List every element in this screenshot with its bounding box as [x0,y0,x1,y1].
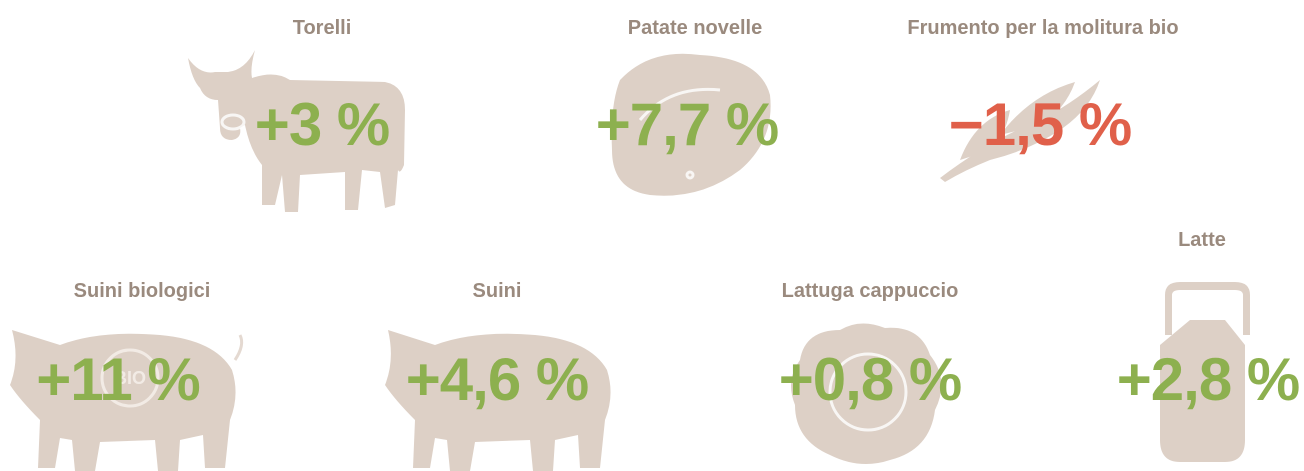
lettuce-icon [791,323,942,464]
organic-badge: BIO [114,368,146,388]
pig-icon: BIO [10,330,244,471]
wheat-icon [940,80,1100,182]
item-label: Lattuga cappuccio [782,280,959,302]
item-value: +4,6 % [406,346,588,413]
item-value: +7,7 % [596,91,778,158]
item-value: +11 % [36,346,200,413]
pig-icon [385,330,611,471]
item-value: +2,8 % [1117,346,1299,413]
potato-icon [611,53,771,196]
item-label: Torelli [293,17,352,39]
item-value: −1,5 % [949,91,1131,158]
item-label: Suini [473,280,522,302]
item-value: +3 % [255,91,389,158]
item-label: Patate novelle [628,17,763,39]
cow-icon [188,50,405,212]
item-label: Suini biologici [74,280,211,302]
item-label: Latte [1178,229,1226,251]
item-value: +0,8 % [779,346,961,413]
item-label: Frumento per la molitura bio [907,17,1178,39]
milk-can-icon [1160,282,1250,462]
